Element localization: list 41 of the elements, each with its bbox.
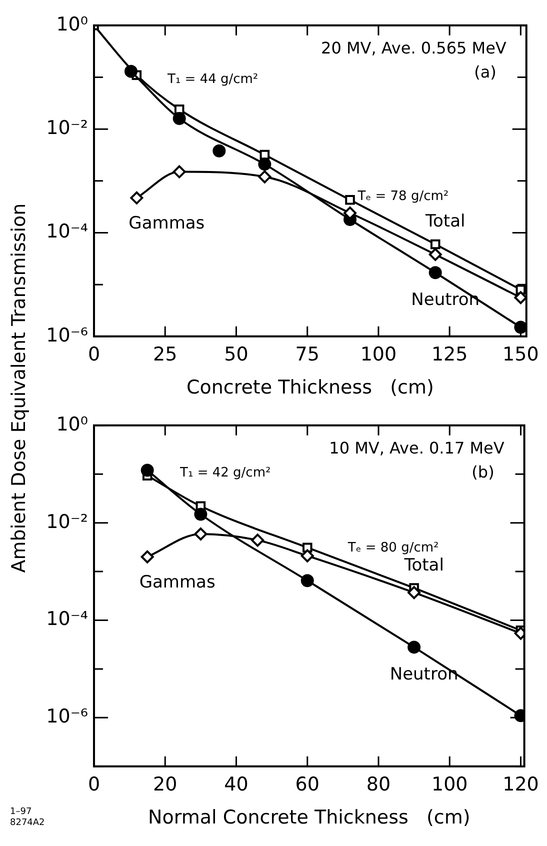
annotation: Tₑ = 78 g/cm² (356, 188, 449, 204)
x-tick-label: 0 (88, 344, 100, 366)
series-label: Neutron (390, 664, 458, 685)
series-label: Total (424, 212, 466, 232)
annotation: 10 MV, Ave. 0.17 MeV (329, 438, 504, 458)
series-label: Neutron (411, 290, 480, 310)
series-label: Gammas (139, 572, 216, 592)
x-tick-label: 100 (431, 774, 468, 796)
x-tick-label: 40 (224, 774, 248, 796)
x-tick-label: 120 (502, 774, 539, 796)
series-label: Total (403, 555, 444, 576)
annotation: 20 MV, Ave. 0.565 MeV (321, 38, 506, 58)
annotation: Tₑ = 80 g/cm² (346, 540, 439, 556)
x-tick-label: 125 (431, 344, 468, 366)
x-tick-label: 75 (295, 344, 320, 366)
x-tick-label: 25 (153, 344, 178, 366)
y-tick-label: 10⁻⁶ (46, 324, 88, 346)
x-tick-label: 20 (153, 774, 178, 796)
x-tick-label: 150 (502, 344, 539, 366)
x-tick-label: 60 (295, 774, 320, 796)
y-tick-label: 10⁻⁴ (46, 220, 88, 243)
y-axis-title: Ambient Dose Equivalent Transmission (8, 203, 30, 573)
x-tick-label: 0 (88, 774, 100, 796)
annotation: T₁ = 42 g/cm² (179, 466, 271, 481)
y-tick-label: 10⁻² (46, 117, 88, 140)
y-tick-label: 10⁰ (56, 413, 88, 436)
x-tick-label: 50 (224, 344, 248, 366)
y-tick-label: 10⁻⁴ (46, 608, 88, 630)
x-tick-label: 80 (366, 774, 391, 796)
x-axis-title: Concrete Thickness (cm) (186, 376, 434, 399)
text: 1–97 (10, 806, 32, 817)
y-tick-label: 10⁰ (56, 13, 88, 36)
y-tick-label: 10⁻⁶ (46, 706, 88, 728)
series-label: Gammas (128, 213, 205, 234)
annotation: (b) (472, 462, 494, 482)
x-tick-label: 100 (360, 344, 397, 366)
annotation: (a) (474, 62, 496, 82)
y-tick-label: 10⁻² (46, 510, 88, 533)
x-axis-title: Normal Concrete Thickness (cm) (148, 806, 470, 829)
text: 8274A2 (10, 818, 45, 828)
annotation: T₁ = 44 g/cm² (166, 72, 258, 88)
